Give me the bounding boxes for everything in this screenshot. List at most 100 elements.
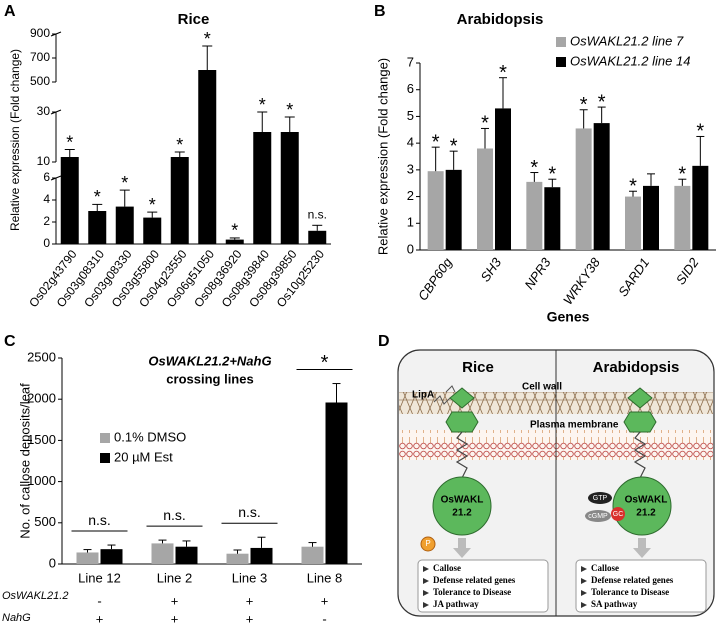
- outcome-item: Callose: [433, 563, 461, 573]
- significance-label: *: [450, 135, 458, 157]
- y-axis-label: No. of callose deposits/leaf: [17, 383, 32, 539]
- significance-label: *: [530, 157, 538, 179]
- chart-title: OsWAKL21.2+NahG: [148, 353, 271, 368]
- significance-label: *: [176, 135, 183, 155]
- bar: [253, 132, 272, 244]
- significance-label: n.s.: [88, 512, 111, 528]
- outcome-item: Defense related genes: [433, 575, 516, 585]
- significance-label: *: [94, 187, 101, 207]
- bar: [225, 239, 244, 244]
- phospho-label: P: [425, 539, 430, 548]
- y-tick-label: 900: [30, 26, 50, 40]
- bar: [280, 132, 299, 244]
- diagram-title: Rice: [462, 359, 494, 376]
- genotype-value: +: [171, 611, 179, 626]
- genotype-value: +: [171, 593, 179, 608]
- significance-label: *: [696, 121, 704, 143]
- significance-label: *: [481, 113, 489, 135]
- arrow: [633, 538, 651, 558]
- bar: [143, 217, 162, 244]
- bar: [115, 206, 134, 244]
- gc-label: GC: [613, 511, 624, 518]
- genotype-value: +: [246, 593, 254, 608]
- bar: [325, 402, 348, 564]
- chart-title: crossing lines: [166, 371, 253, 386]
- significance-label: *: [580, 94, 588, 116]
- membrane-label: Plasma membrane: [530, 420, 619, 431]
- x-tick-label: NPR3: [521, 254, 554, 292]
- bar: [593, 123, 610, 250]
- significance-label: n.s.: [238, 504, 261, 520]
- x-axis-label: Genes: [547, 309, 590, 325]
- x-tick-label: Line 3: [232, 570, 267, 585]
- x-tick-label: CBP60g: [415, 254, 456, 303]
- panel-label: D: [378, 333, 390, 350]
- bar: [226, 553, 249, 564]
- legend-swatch: [556, 37, 566, 47]
- bar: [445, 169, 462, 250]
- y-tick-label: 1500: [27, 432, 56, 447]
- genotype-value: +: [96, 611, 104, 626]
- cgmp-label: cGMP: [588, 513, 608, 520]
- bar: [250, 547, 273, 564]
- genotype-value: -: [97, 593, 101, 608]
- chart-title: Arabidopsis: [457, 11, 544, 28]
- outcome-item: Defense related genes: [591, 575, 674, 585]
- significance-label: *: [66, 132, 73, 152]
- diagram: Rice Arabidopsis LipA Cell wall Plasma m…: [397, 349, 715, 617]
- outcome-box: [575, 559, 707, 613]
- x-tick-label: WRKY38: [560, 254, 603, 307]
- y-tick-label: 5: [407, 108, 414, 123]
- bullet: [581, 578, 587, 584]
- y-tick-label: 2000: [27, 391, 56, 406]
- y-tick-label: 4: [43, 192, 50, 206]
- outcome-item: Tolerance to Disease: [433, 587, 511, 597]
- phospho-icon: [420, 536, 436, 552]
- receptor: [612, 387, 672, 536]
- bar: [427, 171, 444, 250]
- panel-label: A: [4, 3, 16, 20]
- diagram-title: Arabidopsis: [593, 359, 680, 376]
- significance-label: *: [678, 163, 686, 185]
- bar: [526, 181, 543, 250]
- panel-label: C: [4, 333, 16, 350]
- bar: [100, 549, 123, 564]
- x-tick-label: Line 8: [307, 570, 342, 585]
- gtp-icon: [588, 492, 612, 504]
- bar: [170, 157, 189, 244]
- bullet: [581, 602, 587, 608]
- bar: [198, 70, 217, 244]
- panel-label: B: [374, 3, 386, 20]
- outcome-item: JA pathway: [433, 599, 479, 609]
- significance-label: *: [204, 29, 211, 49]
- cell-wall-label: Cell wall: [522, 382, 562, 393]
- lipa-molecule: [433, 385, 456, 405]
- y-tick-label: 3: [407, 161, 414, 176]
- bar: [643, 185, 659, 250]
- bullet: [423, 578, 429, 584]
- y-tick-label: 4: [407, 135, 414, 150]
- legend-label: 0.1% DMSO: [114, 429, 186, 444]
- bar: [88, 211, 107, 244]
- bar: [625, 196, 641, 250]
- y-tick-label: 6: [407, 81, 414, 96]
- outcome-item: Tolerance to Disease: [591, 587, 669, 597]
- y-tick-label: 10: [37, 154, 51, 168]
- bullet: [423, 602, 429, 608]
- legend-swatch: [100, 433, 110, 443]
- x-tick-label: SH3: [477, 254, 504, 284]
- bar: [674, 185, 691, 250]
- significance-label: *: [629, 176, 637, 198]
- x-tick-label: Line 12: [78, 570, 121, 585]
- receptor-label: 21.2: [452, 508, 472, 519]
- y-tick-label: 2500: [27, 349, 56, 364]
- genotype-value: +: [321, 593, 329, 608]
- bar: [477, 148, 493, 250]
- bar: [175, 546, 198, 564]
- outcome-item: SA pathway: [591, 599, 638, 609]
- significance-label: *: [121, 173, 128, 193]
- significance-label: *: [231, 221, 238, 241]
- y-tick-label: 1000: [27, 473, 56, 488]
